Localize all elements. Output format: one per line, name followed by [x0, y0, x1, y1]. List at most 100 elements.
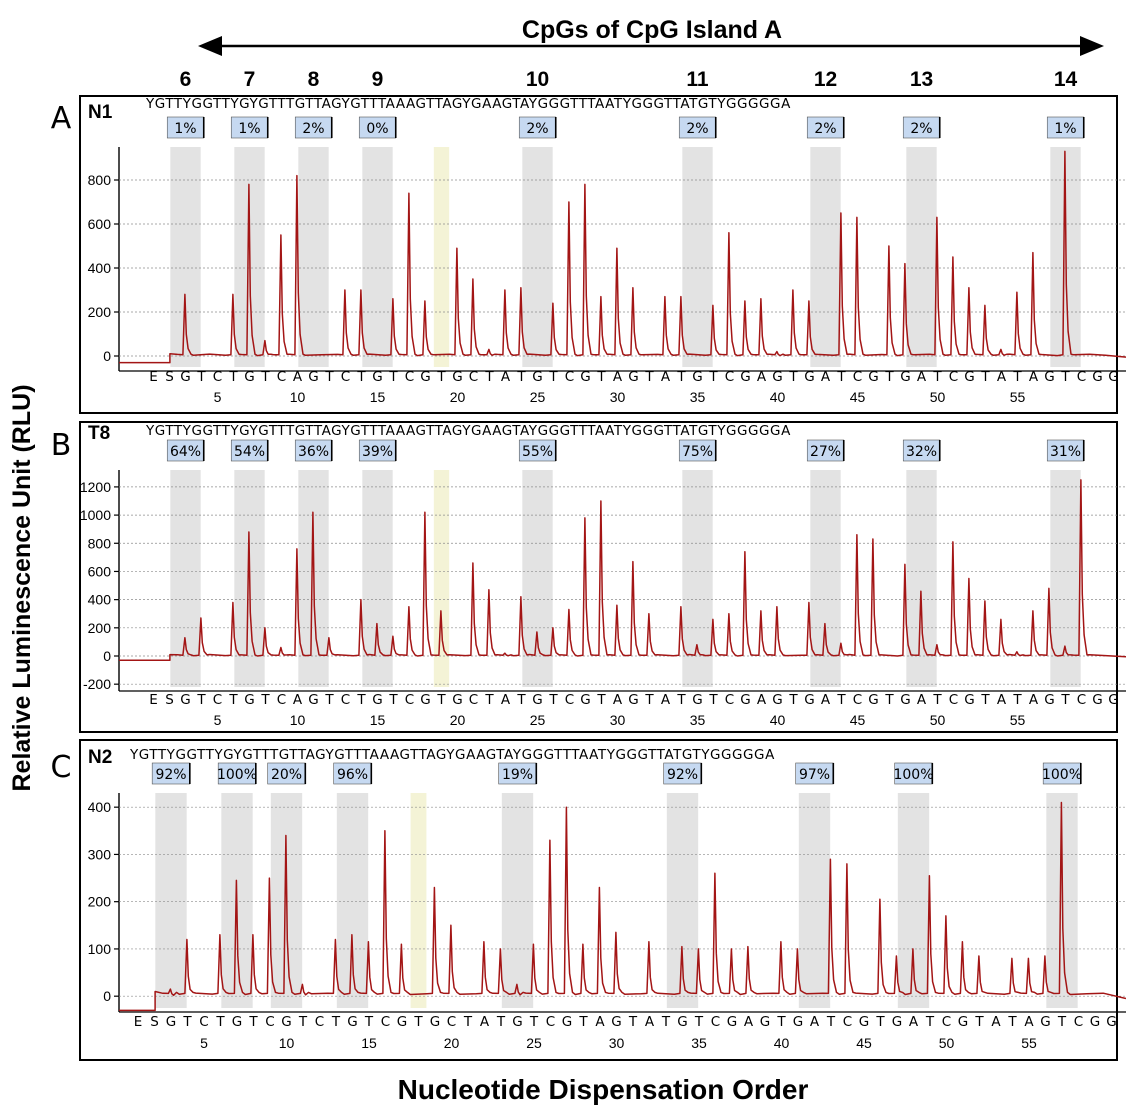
dispensation-letter: T	[644, 692, 654, 708]
dispensation-letter: A	[661, 369, 671, 385]
sequence-to-analyze: YGTTYGGTTYGYGTTTGTTAGYGTTTAAAGTTAGYGAAGT…	[145, 423, 791, 439]
dispensation-letter: T	[932, 369, 942, 385]
dispensation-letter: C	[711, 1014, 720, 1030]
dispensation-letter: T	[388, 692, 398, 708]
y-tick-label: -200	[83, 676, 111, 692]
dispensation-letter: T	[331, 1014, 341, 1030]
dispensation-letter: G	[692, 692, 702, 708]
dispensation-letter: T	[484, 692, 494, 708]
methylation-label: 64%	[166, 439, 205, 462]
dispensation-letter: C	[565, 692, 574, 708]
dispensation-letter: T	[298, 1014, 308, 1030]
cpg-band	[682, 147, 713, 367]
cpg-number: 11	[686, 68, 709, 91]
dispensation-letter: S	[165, 369, 174, 385]
dispensation-letter: G	[740, 692, 750, 708]
x-tick-label: 30	[610, 712, 626, 728]
pyrogram-trace	[119, 801, 1126, 1012]
methylation-percent: 31%	[1050, 444, 1081, 460]
dispensation-letter: T	[884, 692, 894, 708]
y-tick-label: 400	[88, 592, 112, 608]
dispensation-letter: G	[452, 369, 462, 385]
dispensation-letter: T	[548, 369, 558, 385]
y-tick-label: 200	[88, 620, 112, 636]
dispensation-letter: T	[1012, 369, 1022, 385]
dispensation-letter: A	[613, 369, 623, 385]
dispensation-letter: G	[512, 1014, 522, 1030]
dispensation-letter: G	[308, 692, 318, 708]
cpg-band	[810, 470, 841, 687]
cpg-number: 14	[1054, 68, 1078, 91]
dispensation-letter: G	[760, 1014, 770, 1030]
dispensation-letter: T	[694, 1014, 704, 1030]
methylation-percent: 96%	[337, 767, 368, 783]
dispensation-letter: T	[356, 692, 366, 708]
dispensation-letter: G	[532, 692, 542, 708]
cpg-band	[810, 147, 841, 367]
cpg-band	[522, 470, 553, 687]
figure-title: CpGs of CpG Island A	[522, 16, 782, 44]
methylation-percent: 0%	[366, 121, 388, 137]
dispensation-letter: G	[1108, 369, 1118, 385]
pyrogram-trace	[119, 150, 1126, 364]
dispensation-letter: G	[677, 1014, 687, 1030]
dispensation-letter: T	[578, 1014, 588, 1030]
panel-c: C N2 YGTTYGGTTYGYGTTTGTTAGYGTTTAAAGTTAGYGA…	[51, 739, 1126, 1061]
dispensation-letter: C	[949, 692, 958, 708]
dispensation-letter: G	[859, 1014, 869, 1030]
methylation-percent: 2%	[302, 121, 324, 137]
y-tick-label: 800	[88, 535, 112, 551]
dispensation-letter: A	[821, 692, 831, 708]
dispensation-letter: C	[405, 369, 414, 385]
cpg-band	[155, 793, 187, 1008]
dispensation-letter: C	[341, 369, 350, 385]
dispensation-letter: C	[277, 692, 286, 708]
dispensation-letter: C	[546, 1014, 555, 1030]
methylation-label: 1%	[1046, 116, 1085, 139]
dispensation-letter: T	[974, 1014, 984, 1030]
methylation-label: 39%	[358, 439, 397, 462]
dispensation-letter: E	[134, 1014, 143, 1030]
dispensation-letter: G	[1108, 692, 1118, 708]
dispensation-letter: T	[196, 692, 206, 708]
dispensation-letter: T	[548, 692, 558, 708]
dispensation-letter: C	[213, 692, 222, 708]
methylation-percent: 2%	[814, 121, 836, 137]
dispensation-letter: C	[469, 692, 478, 708]
methylation-percent: 100%	[217, 767, 257, 783]
methylation-percent: 97%	[799, 767, 830, 783]
dispensation-letter: G	[420, 692, 430, 708]
dispensation-letter: G	[166, 1014, 176, 1030]
methylation-label: 96%	[333, 762, 373, 785]
sample-name: T8	[88, 423, 110, 444]
dispensation-letter: G	[868, 692, 878, 708]
x-tick-label: 25	[526, 1035, 542, 1051]
dispensation-letter: A	[917, 369, 927, 385]
cpg-band	[336, 793, 369, 1008]
dispensation-letter: G	[900, 369, 910, 385]
x-tick-label: 30	[610, 389, 626, 405]
x-tick-label: 45	[856, 1035, 872, 1051]
panel-b: B T8 YGTTYGGTTYGYGTTTGTTAGYGTTTAAAGTTAGYGA…	[51, 421, 1126, 733]
x-tick-label: 40	[774, 1035, 790, 1051]
x-tick-label: 35	[690, 389, 706, 405]
methylation-percent: 39%	[362, 444, 393, 460]
dispensation-letter: T	[596, 692, 606, 708]
dispensation-letter: A	[480, 1014, 490, 1030]
x-tick-label: 55	[1010, 712, 1026, 728]
dispensation-letter: A	[757, 369, 767, 385]
cpg-number: 10	[526, 68, 549, 91]
cpg-number: 8	[308, 68, 320, 91]
cpg-number: 9	[372, 68, 384, 91]
dispensation-letter: G	[347, 1014, 357, 1030]
dispensation-letter: G	[1092, 369, 1102, 385]
y-axis-label: Relative Luminescence Unit (RLU)	[8, 384, 36, 791]
dispensation-letter: G	[868, 369, 878, 385]
dispensation-letter: G	[692, 369, 702, 385]
dispensation-letter: A	[997, 692, 1007, 708]
dispensation-letter: C	[447, 1014, 456, 1030]
dispensation-letter: A	[293, 369, 303, 385]
methylation-label: 100%	[893, 762, 934, 785]
methylation-percent: 1%	[238, 121, 260, 137]
dispensation-letter: T	[788, 369, 798, 385]
